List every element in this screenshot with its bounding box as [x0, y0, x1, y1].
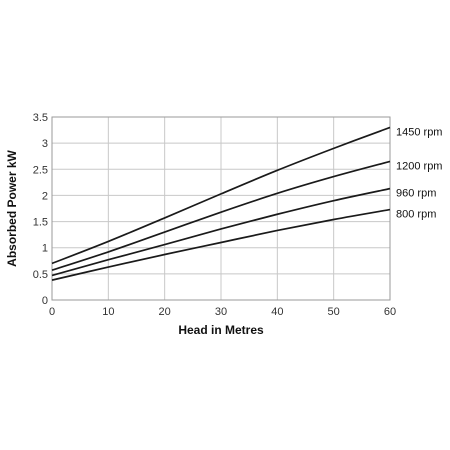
x-tick-label: 50: [328, 306, 340, 318]
x-axis-title: Head in Metres: [178, 323, 264, 337]
grid-lines: [51, 116, 391, 301]
y-tick-label: 3.5: [33, 112, 48, 124]
x-axis-ticks: 0 10 20 30 40 50 60: [49, 306, 396, 318]
x-tick-label: 60: [384, 306, 396, 318]
y-axis-title: Absorbed Power kW: [5, 149, 19, 266]
series-label: 800 rpm: [396, 209, 436, 221]
series-labels: 1450 rpm 1200 rpm 960 rpm 800 rpm: [396, 126, 442, 220]
series-label: 960 rpm: [396, 188, 436, 200]
y-tick-label: 0: [42, 295, 48, 307]
x-tick-label: 40: [271, 306, 283, 318]
series-lines: [51, 126, 391, 281]
x-tick-label: 0: [49, 306, 55, 318]
x-tick-label: 10: [102, 306, 114, 318]
series-label: 1450 rpm: [396, 126, 442, 138]
y-tick-label: 2: [42, 190, 48, 202]
y-tick-label: 2.5: [33, 164, 48, 176]
series-line: [51, 208, 391, 281]
series-label: 1200 rpm: [396, 160, 442, 172]
series-line: [51, 160, 391, 272]
series-line: [51, 126, 391, 265]
y-tick-label: 1: [42, 243, 48, 255]
y-tick-label: 0.5: [33, 269, 48, 281]
y-tick-label: 1.5: [33, 217, 48, 229]
y-tick-label: 3: [42, 138, 48, 150]
x-tick-label: 20: [159, 306, 171, 318]
series-line: [51, 187, 391, 277]
plot-area-frame: [51, 116, 391, 301]
y-axis-ticks: 0 0.5 1 1.5 2 2.5 3 3.5: [33, 112, 48, 307]
x-tick-label: 30: [215, 306, 227, 318]
